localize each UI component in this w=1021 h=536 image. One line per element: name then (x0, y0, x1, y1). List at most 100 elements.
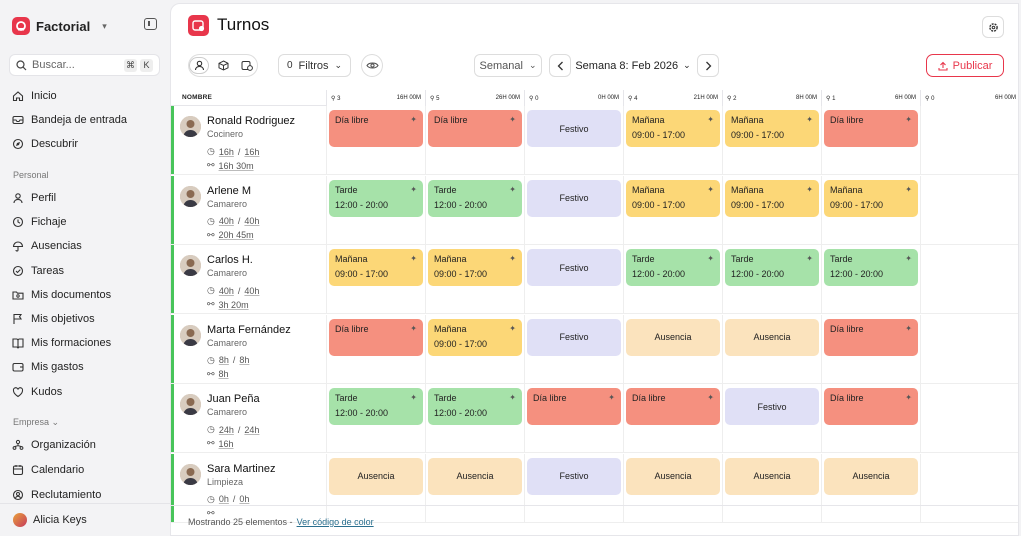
sparkle-icon[interactable]: ✦ (905, 184, 912, 194)
day-cell[interactable] (326, 175, 425, 244)
shift-card[interactable]: Ausencia (626, 318, 720, 356)
sparkle-icon[interactable]: ✦ (410, 184, 417, 194)
sidebar-item-reclutamiento[interactable]: Reclutamiento (12, 486, 162, 504)
day-cell[interactable] (623, 384, 722, 452)
day-cell[interactable] (425, 245, 524, 313)
sparkle-icon[interactable]: ✦ (905, 254, 912, 263)
shift-card[interactable]: Festivo (527, 457, 621, 495)
shift-card[interactable]: Festivo (527, 249, 621, 286)
sidebar-item-mis-objetivos[interactable]: Mis objetivos (12, 310, 162, 328)
sidebar-item-mis-gastos[interactable]: Mis gastos (12, 358, 162, 376)
day-cell[interactable] (326, 314, 425, 383)
settings-button[interactable] (982, 16, 1004, 38)
shift-card[interactable]: Día libre ✦ (527, 388, 621, 425)
sidebar-item-mis-formaciones[interactable]: Mis formaciones (12, 334, 162, 352)
day-cell[interactable] (326, 453, 425, 522)
day-cell[interactable] (722, 384, 821, 452)
day-cell[interactable] (722, 106, 821, 174)
shift-card[interactable]: Día libre ✦ (824, 110, 918, 147)
day-cell[interactable] (821, 175, 920, 244)
day-cell[interactable] (623, 453, 722, 522)
sidebar-item-fichaje[interactable]: Fichaje (12, 213, 162, 231)
sparkle-icon[interactable]: ✦ (410, 393, 417, 402)
sparkle-icon[interactable]: ✦ (806, 184, 813, 194)
shift-card[interactable]: Mañana 09:00 - 17:00 ✦ (824, 179, 918, 217)
day-cell[interactable] (920, 314, 1018, 383)
sparkle-icon[interactable]: ✦ (707, 393, 714, 402)
day-cell[interactable] (722, 175, 821, 244)
day-cell[interactable] (524, 245, 623, 313)
shift-card[interactable]: Día libre ✦ (824, 388, 918, 425)
sidebar-item-calendario[interactable]: Calendario (12, 461, 162, 479)
shift-card[interactable]: Festivo (527, 110, 621, 147)
day-cell[interactable] (326, 106, 425, 174)
day-cell[interactable] (425, 384, 524, 452)
sparkle-icon[interactable]: ✦ (509, 184, 516, 194)
sidebar-item-perfil[interactable]: Perfil (12, 189, 162, 207)
section-empresa-label[interactable]: Empresa ⌄ (13, 417, 60, 427)
sidebar-item-mis-documentos[interactable]: Mis documentos (12, 286, 162, 304)
sparkle-icon[interactable]: ✦ (905, 393, 912, 402)
shift-card[interactable]: Día libre ✦ (329, 318, 423, 356)
sidebar-item-descubrir[interactable]: Descubrir (12, 135, 162, 153)
day-cell[interactable] (425, 314, 524, 383)
shift-card[interactable]: Mañana 09:00 - 17:00 ✦ (428, 249, 522, 286)
shift-card[interactable]: Ausencia (725, 457, 819, 495)
sidebar-item-bandeja-de-entrada[interactable]: Bandeja de entrada (12, 111, 162, 129)
shift-card[interactable]: Ausencia (725, 318, 819, 356)
shift-card[interactable]: Festivo (527, 318, 621, 356)
sparkle-icon[interactable]: ✦ (509, 393, 516, 402)
color-code-link[interactable]: Ver código de color (296, 516, 374, 527)
shift-card[interactable]: Ausencia (428, 457, 522, 495)
shift-card[interactable]: Mañana 09:00 - 17:00 ✦ (329, 249, 423, 286)
shift-card[interactable]: Ausencia (824, 457, 918, 495)
sidebar-item-organización[interactable]: Organización (12, 436, 162, 454)
sparkle-icon[interactable]: ✦ (707, 254, 714, 263)
sidebar-item-ausencias[interactable]: Ausencias (12, 237, 162, 255)
view-by-location-button[interactable] (237, 57, 257, 74)
day-cell[interactable] (722, 453, 821, 522)
sparkle-icon[interactable]: ✦ (905, 323, 912, 333)
day-cell[interactable] (524, 314, 623, 383)
view-by-employee-button[interactable] (189, 57, 209, 74)
sparkle-icon[interactable]: ✦ (509, 115, 516, 124)
sidebar-collapse-icon[interactable] (144, 18, 157, 30)
sparkle-icon[interactable]: ✦ (410, 323, 417, 333)
shift-card[interactable]: Mañana 09:00 - 17:00 ✦ (428, 318, 522, 356)
search-input[interactable]: Buscar... ⌘ K (9, 54, 160, 76)
sidebar-item-tareas[interactable]: Tareas (12, 262, 162, 280)
shift-card[interactable]: Tarde 12:00 - 20:00 ✦ (329, 179, 423, 217)
day-cell[interactable] (623, 106, 722, 174)
day-cell[interactable] (821, 245, 920, 313)
day-cell[interactable] (524, 384, 623, 452)
shift-card[interactable]: Día libre ✦ (626, 388, 720, 425)
day-cell[interactable] (821, 106, 920, 174)
day-cell[interactable] (821, 453, 920, 522)
sidebar-item-kudos[interactable]: Kudos (12, 383, 162, 401)
sparkle-icon[interactable]: ✦ (509, 254, 516, 263)
day-cell[interactable] (920, 453, 1018, 522)
shift-card[interactable]: Festivo (725, 388, 819, 425)
shift-card[interactable]: Tarde 12:00 - 20:00 ✦ (428, 388, 522, 425)
shift-card[interactable]: Tarde 12:00 - 20:00 ✦ (725, 249, 819, 286)
shift-card[interactable]: Tarde 12:00 - 20:00 ✦ (428, 179, 522, 217)
day-cell[interactable] (425, 106, 524, 174)
day-cell[interactable] (326, 384, 425, 452)
visibility-button[interactable] (361, 54, 383, 77)
day-cell[interactable] (425, 453, 524, 522)
publish-button[interactable]: Publicar (926, 54, 1004, 77)
shift-card[interactable]: Ausencia (626, 457, 720, 495)
shift-card[interactable]: Mañana 09:00 - 17:00 ✦ (725, 110, 819, 147)
shift-card[interactable]: Ausencia (329, 457, 423, 495)
day-cell[interactable] (920, 106, 1018, 174)
day-cell[interactable] (524, 175, 623, 244)
shift-card[interactable]: Tarde 12:00 - 20:00 ✦ (626, 249, 720, 286)
week-selector[interactable]: Semana 8: Feb 2026 ⌄ (571, 54, 695, 77)
sparkle-icon[interactable]: ✦ (806, 115, 813, 124)
day-cell[interactable] (623, 245, 722, 313)
sparkle-icon[interactable]: ✦ (410, 115, 417, 124)
day-cell[interactable] (425, 175, 524, 244)
day-cell[interactable] (722, 314, 821, 383)
day-cell[interactable] (821, 384, 920, 452)
sparkle-icon[interactable]: ✦ (608, 393, 615, 402)
